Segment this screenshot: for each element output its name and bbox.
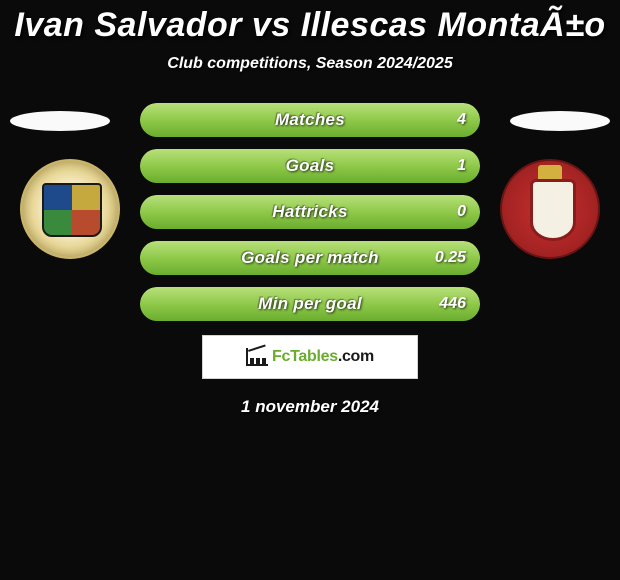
chart-icon (246, 348, 268, 366)
comparison-card: Ivan Salvador vs Illescas MontaÃ±o Club … (0, 0, 620, 417)
stat-bar-value: 446 (439, 295, 466, 313)
stat-bar: Goals1 (140, 149, 480, 183)
logo-accent: FcTables (272, 348, 338, 365)
stat-bar-value: 0.25 (435, 249, 466, 267)
stat-bar-value: 0 (457, 203, 466, 221)
stat-bar: Hattricks0 (140, 195, 480, 229)
snapshot-date: 1 november 2024 (0, 397, 620, 417)
club-left-crest (20, 159, 120, 259)
stat-bar: Matches4 (140, 103, 480, 137)
stat-bar-label: Hattricks (140, 202, 480, 222)
site-logo-text: FcTables.com (272, 348, 374, 366)
stat-bar-label: Min per goal (140, 294, 480, 314)
stat-bar-label: Goals (140, 156, 480, 176)
stat-bars: Matches4Goals1Hattricks0Goals per match0… (140, 103, 480, 321)
stat-bar-value: 4 (457, 111, 466, 129)
player-left-avatar-placeholder (10, 111, 110, 131)
stat-bar: Min per goal446 (140, 287, 480, 321)
stat-bar-label: Matches (140, 110, 480, 130)
site-logo-box[interactable]: FcTables.com (202, 335, 418, 379)
player-right-avatar-placeholder (510, 111, 610, 131)
page-title: Ivan Salvador vs Illescas MontaÃ±o (0, 6, 620, 45)
stat-bar-value: 1 (457, 157, 466, 175)
stat-bar-label: Goals per match (140, 248, 480, 268)
stat-bar: Goals per match0.25 (140, 241, 480, 275)
content-row: Matches4Goals1Hattricks0Goals per match0… (0, 103, 620, 321)
logo-suffix: .com (338, 348, 374, 365)
club-right-crest (500, 159, 600, 259)
season-subtitle: Club competitions, Season 2024/2025 (0, 55, 620, 73)
